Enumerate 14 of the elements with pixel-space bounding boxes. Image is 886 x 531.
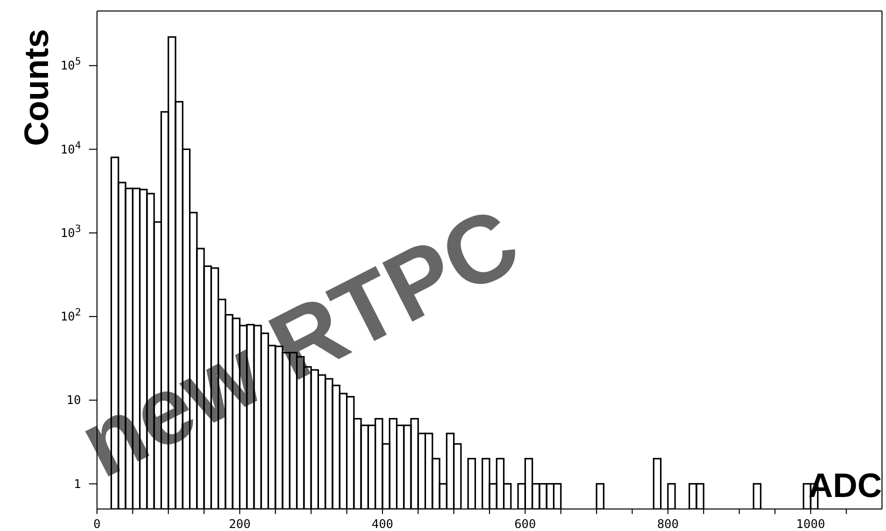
x-tick-label: 600 bbox=[514, 517, 536, 531]
y-axis-title: Counts bbox=[18, 28, 58, 146]
x-tick-label: 200 bbox=[228, 517, 251, 531]
x-axis-title: ADC bbox=[808, 467, 882, 505]
y-tick-label: 10$^{4}$ bbox=[60, 140, 81, 156]
x-tick-label: 0 bbox=[93, 517, 101, 531]
y-tick-label: 1 bbox=[74, 476, 81, 491]
x-tick-label: 800 bbox=[657, 517, 679, 531]
y-tick-label: 10$^{5}$ bbox=[60, 56, 81, 73]
y-tick-label: 10$^{2}$ bbox=[60, 307, 81, 324]
x-tick-label: 1000 bbox=[796, 517, 826, 531]
y-tick-label: 10$^{3}$ bbox=[60, 223, 81, 240]
x-tick-label: 400 bbox=[372, 517, 394, 531]
y-tick-label: 10 bbox=[66, 393, 81, 408]
